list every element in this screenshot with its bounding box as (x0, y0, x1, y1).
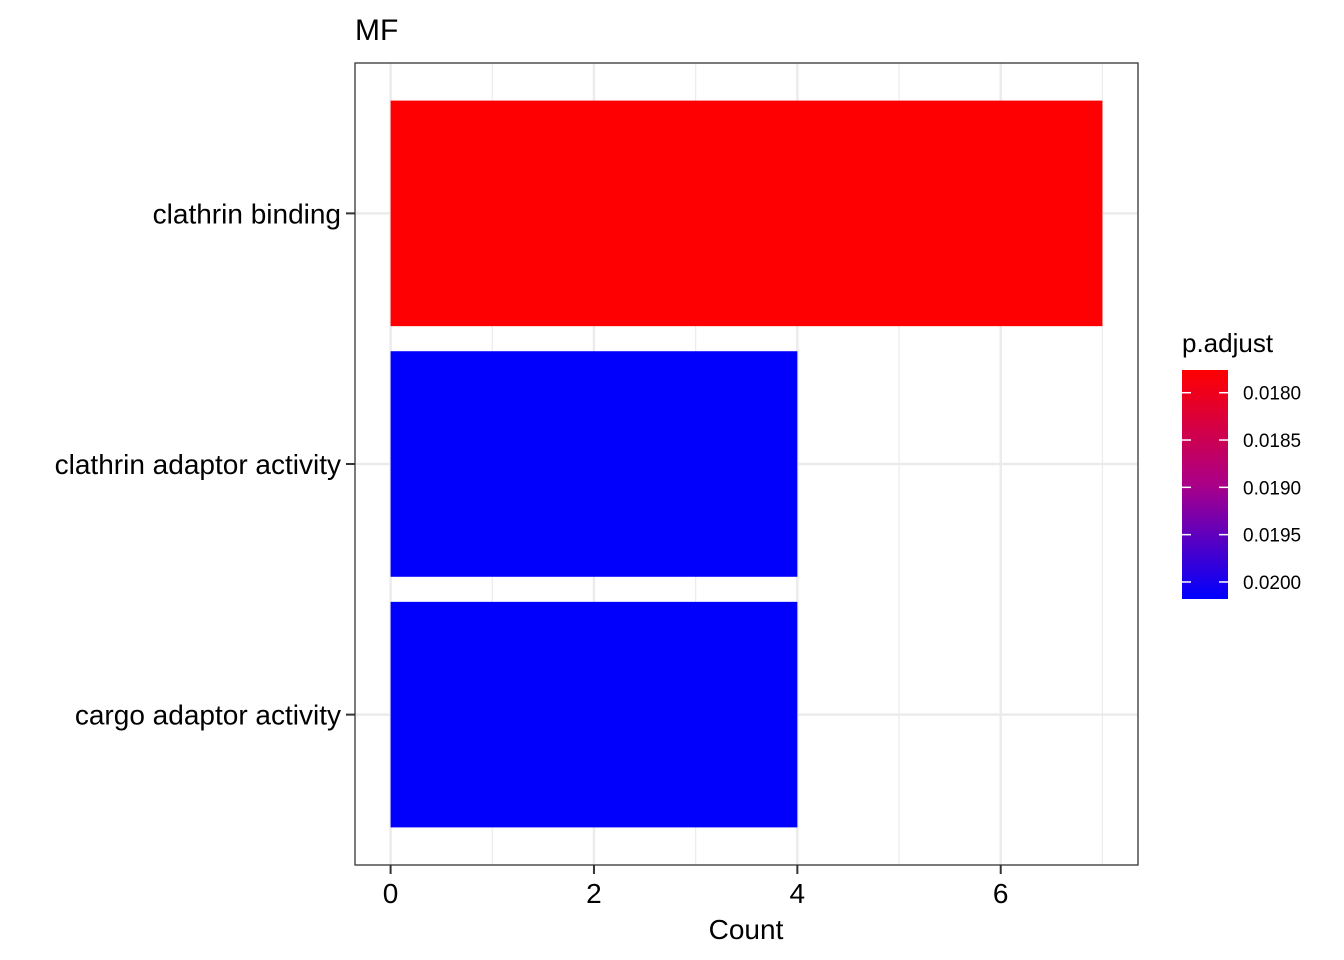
legend-label: 0.0190 (1243, 478, 1301, 499)
bar (390, 601, 798, 828)
legend: p.adjust 0.0180 0.0185 0.0190 0.0195 0.0200 (1182, 328, 1301, 599)
y-tick-label: clathrin adaptor activity (55, 449, 341, 480)
y-axis: clathrin binding clathrin adaptor activit… (55, 198, 355, 731)
x-tick-label: 2 (586, 878, 602, 909)
x-tick-label: 6 (993, 878, 1009, 909)
x-axis: 0 2 4 6 (383, 865, 1009, 909)
legend-colorbar (1182, 370, 1228, 599)
legend-title: p.adjust (1182, 328, 1274, 358)
bar (390, 100, 1103, 327)
y-tick-label: cargo adaptor activity (75, 700, 341, 731)
legend-label: 0.0195 (1243, 526, 1301, 547)
x-tick-label: 4 (790, 878, 806, 909)
legend-label: 0.0185 (1243, 431, 1301, 452)
y-tick-label: clathrin binding (153, 198, 341, 229)
x-tick-label: 0 (383, 878, 399, 909)
legend-ticks: 0.0180 0.0185 0.0190 0.0195 0.0200 (1182, 384, 1301, 594)
legend-label: 0.0200 (1243, 573, 1301, 594)
legend-label: 0.0180 (1243, 384, 1301, 405)
chart-title: MF (355, 14, 398, 47)
bar (390, 351, 798, 577)
x-axis-title: Count (709, 914, 784, 945)
plot-panel (354, 62, 1139, 866)
